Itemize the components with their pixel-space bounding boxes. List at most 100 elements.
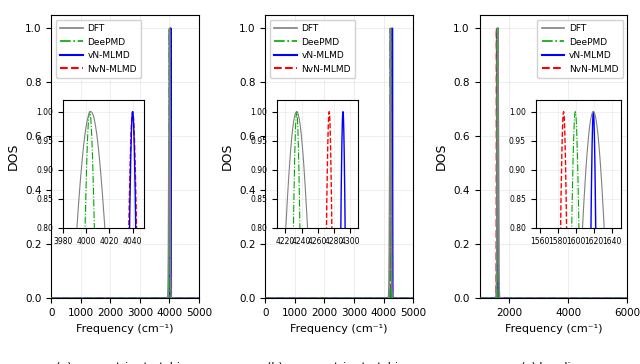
NvN-MLMD [166,26,174,31]
Line: DeePMD: DeePMD [479,28,627,298]
NvN-MLMD [388,26,396,31]
DFT [153,296,161,301]
Title: (b) asymmetric stretching: (b) asymmetric stretching [267,361,412,364]
vN-MLMD [142,296,150,301]
vN-MLMD [388,26,396,31]
DeePMD [476,296,483,301]
DFT [166,26,173,31]
X-axis label: Frequency (cm⁻¹): Frequency (cm⁻¹) [76,324,174,334]
DeePMD [570,296,578,301]
Line: vN-MLMD: vN-MLMD [51,28,199,298]
NvN-MLMD [262,296,269,301]
DeePMD [565,296,573,301]
NvN-MLMD [623,296,631,301]
vN-MLMD [153,296,161,301]
vN-MLMD [367,296,375,301]
NvN-MLMD [117,296,125,301]
DeePMD [623,296,631,301]
DeePMD [166,26,173,31]
NvN-MLMD [142,296,150,301]
Y-axis label: DOS: DOS [221,143,234,170]
DFT [356,296,364,301]
DFT [195,296,203,301]
vN-MLMD [545,296,553,301]
Line: vN-MLMD: vN-MLMD [479,28,627,298]
Legend: DFT, DeePMD, vN-MLMD, NvN-MLMD: DFT, DeePMD, vN-MLMD, NvN-MLMD [270,20,355,78]
DeePMD [142,296,150,301]
vN-MLMD [409,296,417,301]
vN-MLMD [298,296,306,301]
DFT [581,296,589,301]
Line: NvN-MLMD: NvN-MLMD [51,28,199,298]
vN-MLMD [332,296,339,301]
vN-MLMD [84,296,92,301]
NvN-MLMD [614,296,621,301]
DFT [515,296,522,301]
Line: NvN-MLMD: NvN-MLMD [266,28,413,298]
DeePMD [47,296,55,301]
vN-MLMD [565,296,573,301]
NvN-MLMD [513,296,520,301]
vN-MLMD [581,296,589,301]
Line: NvN-MLMD: NvN-MLMD [479,28,627,298]
vN-MLMD [195,296,203,301]
vN-MLMD [117,296,125,301]
NvN-MLMD [581,296,589,301]
DFT [545,296,553,301]
vN-MLMD [570,296,578,301]
DFT [513,296,520,301]
DFT [142,296,150,301]
NvN-MLMD [195,296,203,301]
NvN-MLMD [545,296,553,301]
NvN-MLMD [399,296,407,301]
NvN-MLMD [84,296,92,301]
DFT [476,296,483,301]
Line: DFT: DFT [479,28,627,298]
Line: DeePMD: DeePMD [51,28,199,298]
Y-axis label: DOS: DOS [435,143,448,170]
DFT [399,296,407,301]
DFT [623,296,631,301]
DeePMD [298,296,306,301]
DeePMD [195,296,203,301]
DeePMD [614,296,621,301]
Y-axis label: DOS: DOS [6,143,19,170]
NvN-MLMD [332,296,339,301]
vN-MLMD [356,296,364,301]
DFT [614,296,621,301]
Legend: DFT, DeePMD, vN-MLMD, NvN-MLMD: DFT, DeePMD, vN-MLMD, NvN-MLMD [537,20,623,78]
DeePMD [137,296,145,301]
NvN-MLMD [47,296,55,301]
NvN-MLMD [570,296,578,301]
NvN-MLMD [298,296,306,301]
DFT [367,296,375,301]
NvN-MLMD [565,296,573,301]
Line: DFT: DFT [266,28,413,298]
DeePMD [493,26,501,31]
NvN-MLMD [137,296,145,301]
vN-MLMD [186,296,193,301]
NvN-MLMD [409,296,417,301]
DFT [47,296,55,301]
NvN-MLMD [356,296,364,301]
DeePMD [513,296,520,301]
vN-MLMD [399,296,407,301]
DeePMD [117,296,125,301]
DeePMD [545,296,553,301]
DeePMD [367,296,375,301]
DFT [186,296,193,301]
DFT [262,296,269,301]
vN-MLMD [166,26,174,31]
DFT [332,296,339,301]
NvN-MLMD [186,296,193,301]
DeePMD [351,296,358,301]
NvN-MLMD [476,296,483,301]
DFT [298,296,306,301]
Title: (a) symmetric stretching: (a) symmetric stretching [56,361,194,364]
Line: vN-MLMD: vN-MLMD [266,28,413,298]
Title: (c) bending: (c) bending [522,361,586,364]
DeePMD [356,296,364,301]
vN-MLMD [623,296,631,301]
vN-MLMD [476,296,483,301]
NvN-MLMD [493,26,500,31]
